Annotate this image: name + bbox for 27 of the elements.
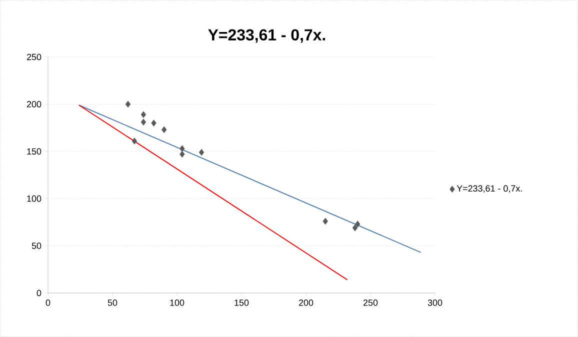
- point: [125, 100, 131, 108]
- y-tick-label: 100: [27, 195, 42, 202]
- x-tick-label: 200: [298, 300, 314, 306]
- point: [198, 148, 204, 156]
- point: [355, 220, 360, 228]
- y-tick-label: 150: [27, 148, 42, 155]
- x-tick-label: 50: [108, 300, 118, 306]
- x-tick-label: 150: [234, 300, 249, 306]
- y-tick-label: 50: [32, 242, 42, 249]
- point: [151, 120, 156, 126]
- point: [322, 218, 328, 225]
- legend-label: Y=233,61 - 0,7x.: [456, 185, 522, 193]
- x-tick-label: 0: [46, 300, 50, 306]
- y-tick-label: 0: [36, 290, 42, 296]
- x-tick-label: 100: [170, 300, 184, 306]
- point: [180, 145, 185, 152]
- chart-title: Y=233,61 - 0,7x.: [208, 29, 326, 43]
- point: [140, 118, 146, 126]
- y-tick-label: 250: [26, 54, 42, 60]
- x-tick-label: 300: [428, 300, 442, 306]
- y-tick-label: 200: [26, 101, 42, 108]
- x-tick-label: 250: [363, 300, 378, 306]
- point: [180, 150, 185, 158]
- point: [132, 138, 138, 144]
- point: [140, 111, 146, 118]
- point: [162, 126, 167, 134]
- point: [352, 224, 358, 232]
